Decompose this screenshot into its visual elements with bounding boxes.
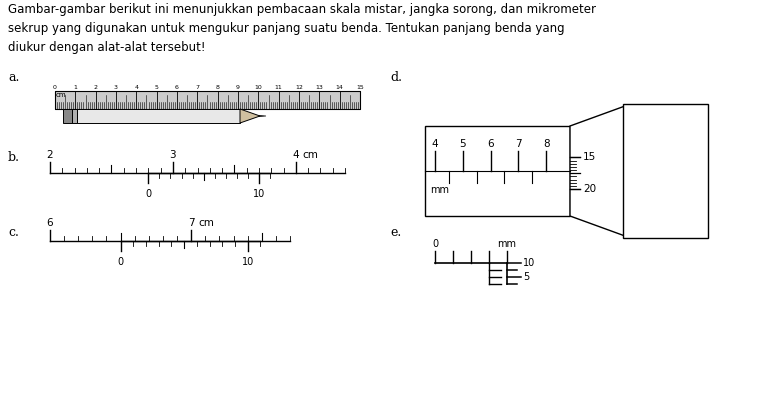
- Text: 13: 13: [316, 85, 323, 90]
- Text: cm: cm: [56, 92, 67, 98]
- Text: 7: 7: [515, 139, 521, 149]
- Text: 2: 2: [94, 85, 98, 90]
- Bar: [55, 91, 360, 109]
- Text: 20: 20: [583, 184, 596, 194]
- Text: mm: mm: [430, 185, 449, 195]
- Text: 4: 4: [432, 139, 438, 149]
- Text: 9: 9: [236, 85, 240, 90]
- Text: mm: mm: [497, 239, 517, 249]
- Text: 0: 0: [118, 257, 124, 267]
- Text: 6: 6: [175, 85, 179, 90]
- Text: d.: d.: [390, 71, 402, 84]
- Bar: [425, 126, 570, 216]
- Text: 6: 6: [47, 218, 53, 228]
- Text: 8: 8: [543, 139, 550, 149]
- Text: 0: 0: [432, 239, 438, 249]
- Text: 5: 5: [460, 139, 466, 149]
- Bar: [623, 104, 708, 238]
- Text: 7: 7: [196, 85, 199, 90]
- Text: b.: b.: [8, 151, 20, 164]
- Text: 6: 6: [487, 139, 494, 149]
- Text: 11: 11: [275, 85, 283, 90]
- Text: 3: 3: [114, 85, 118, 90]
- Polygon shape: [570, 106, 625, 236]
- Text: 8: 8: [216, 85, 219, 90]
- Bar: [77, 109, 240, 123]
- Polygon shape: [259, 115, 266, 116]
- Text: e.: e.: [390, 226, 401, 239]
- Text: 4: 4: [293, 150, 300, 160]
- Text: a.: a.: [8, 71, 19, 84]
- Bar: [63, 109, 72, 123]
- Text: 3: 3: [169, 150, 176, 160]
- Text: 1: 1: [73, 85, 77, 90]
- Text: 0: 0: [53, 85, 57, 90]
- Text: 2: 2: [47, 150, 53, 160]
- Text: 4: 4: [134, 85, 139, 90]
- Text: 10: 10: [253, 189, 265, 199]
- Polygon shape: [240, 109, 260, 123]
- Text: cm: cm: [198, 218, 214, 228]
- Text: c.: c.: [8, 226, 19, 239]
- Text: 10: 10: [242, 257, 254, 267]
- Text: 15: 15: [583, 152, 596, 162]
- Text: Gambar-gambar berikut ini menunjukkan pembacaan skala mistar, jangka sorong, dan: Gambar-gambar berikut ini menunjukkan pe…: [8, 3, 596, 54]
- Text: 10: 10: [254, 85, 263, 90]
- Text: 0: 0: [146, 189, 152, 199]
- Text: 5: 5: [155, 85, 159, 90]
- Text: 14: 14: [336, 85, 343, 90]
- Text: 7: 7: [188, 218, 195, 228]
- Text: 10: 10: [523, 258, 535, 268]
- Text: 15: 15: [356, 85, 364, 90]
- Text: cm: cm: [302, 150, 318, 160]
- Text: 12: 12: [295, 85, 303, 90]
- Text: 5: 5: [523, 272, 529, 282]
- Bar: [72, 109, 77, 123]
